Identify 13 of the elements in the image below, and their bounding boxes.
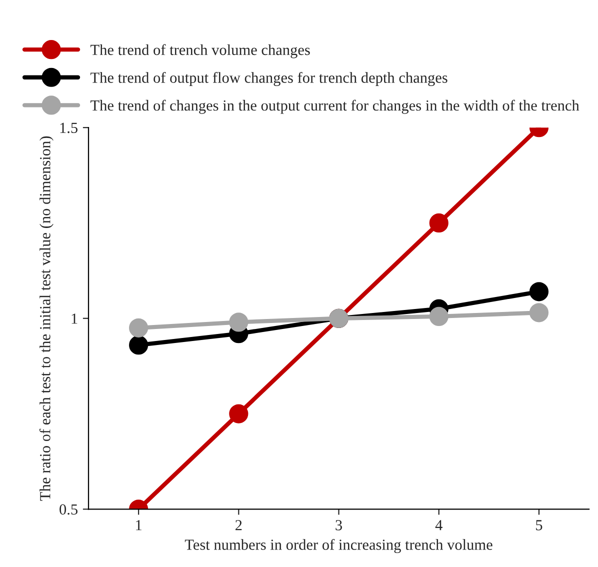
x-tick-label: 2 [236,520,242,530]
y-tick-label: 0.5 [60,504,78,515]
y-axis-title: The ratio of each test to the initial test value (no dimension) [39,136,54,501]
x-tick-label: 5 [536,520,542,530]
y-tick-label: 1.5 [60,122,78,134]
x-tick-label: 3 [336,520,342,530]
legend-label: The trend of output flow changes for trench depth changes [90,72,448,86]
x-tick-label: 1 [136,520,142,530]
y-tick-label: 1 [72,314,78,324]
legend-label: The trend of changes in the output current for changes in the width of the trench [90,100,580,114]
x-axis-title: Test numbers in order of increasing trench volume [184,538,492,554]
x-tick-label: 4 [435,520,442,530]
legend-label: The trend of trench volume changes [90,44,310,58]
